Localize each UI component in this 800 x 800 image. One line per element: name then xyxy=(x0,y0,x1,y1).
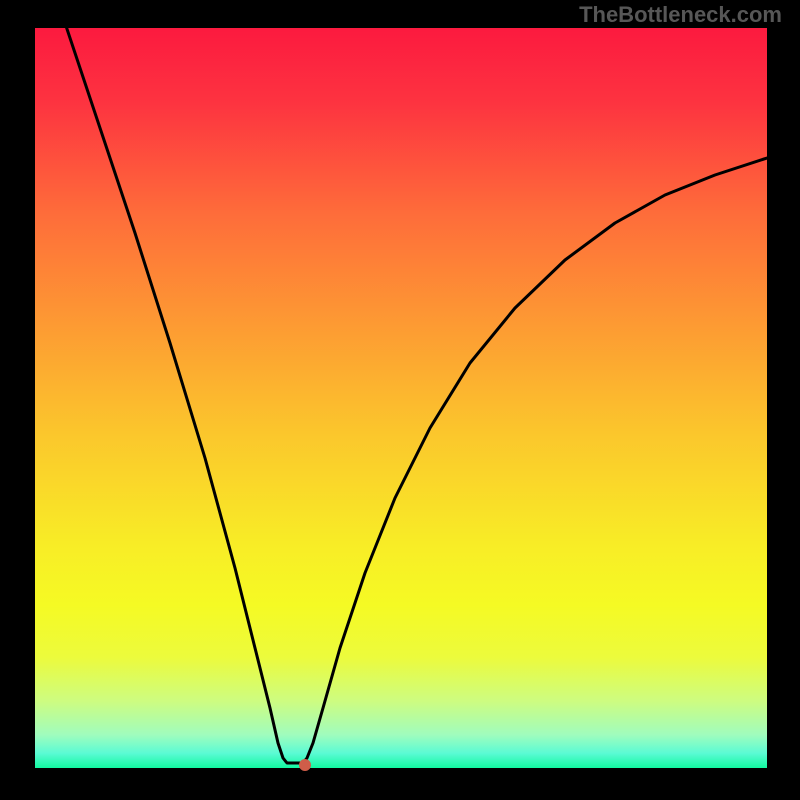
minimum-marker xyxy=(299,759,311,771)
watermark-text: TheBottleneck.com xyxy=(579,2,782,28)
plot-area xyxy=(35,28,767,768)
bottleneck-curve xyxy=(65,28,767,763)
chart-container: TheBottleneck.com xyxy=(0,0,800,800)
curve-svg xyxy=(35,28,767,768)
